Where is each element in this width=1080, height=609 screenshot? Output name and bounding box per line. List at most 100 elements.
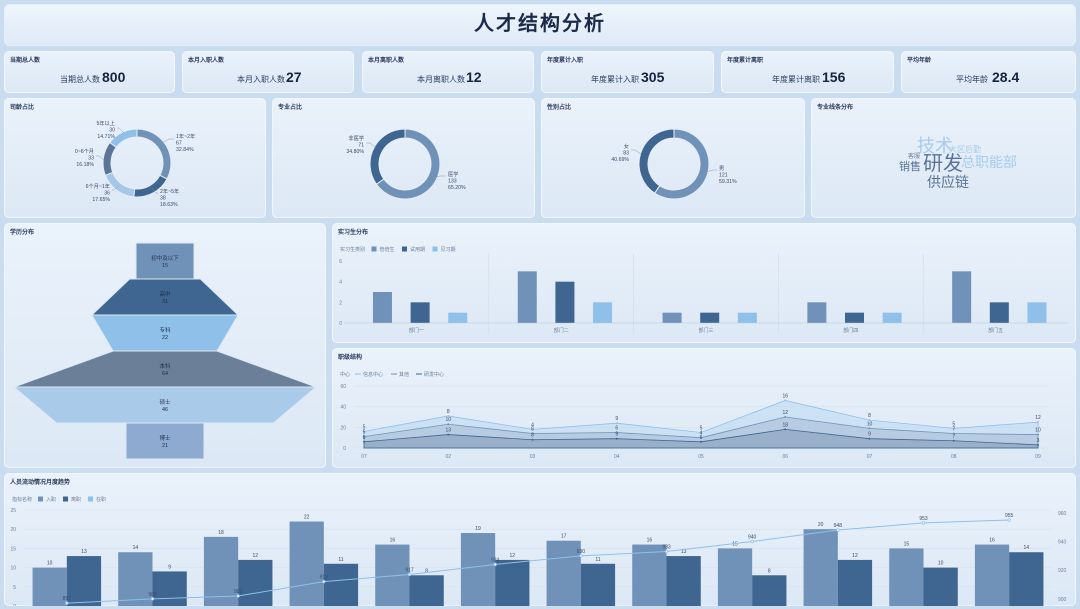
data-label: 7 (952, 434, 955, 440)
bar-value-label: 9 (168, 564, 171, 570)
funnel-stage-label: 硕士 (159, 398, 171, 406)
x-tick-label: 03 (530, 454, 536, 460)
slice-value: 133 (448, 179, 457, 185)
kpi-title: 平均年龄 (907, 58, 932, 64)
line-value-label: 955 (1005, 513, 1014, 519)
slice-label: 女 (624, 142, 629, 150)
funnel-stage-value: 15 (162, 263, 168, 269)
data-point (65, 601, 69, 605)
bar-value-label: 12 (253, 553, 259, 559)
data-point (700, 431, 702, 434)
kpi-card-month-hire: 本月入职人数 本月入职人数 27 (182, 51, 354, 93)
bar (845, 312, 865, 323)
kpi-title: 当期总人数 (10, 58, 41, 64)
data-point (1037, 433, 1039, 436)
line-value-label: 897 (63, 596, 72, 602)
line-value-label: 933 (662, 545, 671, 551)
x-tick-label: 部门二 (554, 327, 569, 334)
bar (410, 302, 430, 323)
bar-value-label: 22 (304, 515, 310, 521)
data-point (836, 528, 840, 532)
slice-label: 1年~2年 (176, 132, 195, 140)
flow-panel: 人员流动情况月度趋势 指标名称入职离职在职0510152025900920940… (4, 473, 1076, 606)
data-point (363, 440, 365, 443)
data-point (531, 438, 534, 441)
data-label: 6 (700, 435, 703, 441)
legend-title: 实习生类别 (340, 246, 365, 253)
y-tick-label: 20 (10, 527, 16, 533)
intern-panel: 实习生分布 实习生类别 管培生 试用期 见习期 0 2 4 6 部门一 部门二 部门三 部门四 部门五 (332, 223, 1076, 343)
y-tick-label: 4 (339, 280, 342, 286)
x-tick-label: 07 (867, 454, 873, 460)
line-value-label: 940 (748, 535, 757, 541)
data-label: 12 (782, 410, 788, 416)
legend-swatch (432, 246, 438, 252)
bar (752, 575, 787, 606)
y-tick-label: 10 (10, 566, 16, 572)
bar (989, 302, 1009, 323)
kpi-value: 156 (822, 69, 846, 85)
bar (1027, 302, 1047, 323)
panel-title: 司龄占比 (10, 105, 35, 111)
kpi-label: 本月离职人数 (417, 75, 465, 84)
data-point (952, 427, 955, 430)
bar-value-label: 8 (425, 568, 428, 574)
label-leader-line (366, 142, 377, 149)
x-tick-label: 07 (361, 454, 367, 460)
x-tick-label: 08 (951, 454, 957, 460)
data-point (407, 572, 412, 577)
kpi-value: 28.4 (992, 69, 1020, 85)
bar (448, 312, 468, 323)
bar-value-label: 14 (1024, 545, 1030, 551)
bar (737, 312, 757, 323)
bar (700, 312, 720, 323)
funnel-stage-label: 高中 (159, 290, 170, 298)
bar-value-label: 13 (681, 549, 687, 555)
data-label: 5 (363, 430, 366, 436)
data-point (921, 521, 926, 525)
slice-percent: 59.31% (719, 179, 737, 185)
slice-percent: 65.20% (448, 185, 466, 191)
label-leader-line (151, 187, 158, 194)
bar-value-label: 11 (338, 557, 343, 563)
page-header: 人才结构分析 (4, 4, 1076, 46)
slice-label: 0~6个月 (75, 148, 94, 155)
bar (889, 548, 924, 606)
data-point (493, 562, 497, 567)
line-value-label: 948 (834, 523, 843, 529)
label-leader-line (96, 155, 105, 161)
data-label: 8 (447, 409, 450, 415)
data-point (700, 436, 702, 439)
bar (662, 312, 682, 323)
slice-percent: 18.63% (160, 202, 178, 208)
data-point (615, 422, 618, 425)
x-tick-label: 部门四 (843, 327, 858, 334)
bar (837, 559, 873, 606)
kpi-card-year-leave: 年度累计离职 年度累计离职 156 (721, 51, 894, 93)
bar (952, 271, 972, 323)
wordcloud-word: 销售 (899, 159, 921, 173)
donut-slice (136, 128, 172, 180)
kpi-title: 年度累计入职 (547, 58, 584, 64)
bar (546, 540, 581, 606)
data-point (322, 579, 326, 584)
bar (118, 552, 153, 606)
data-label: 3 (1037, 438, 1040, 444)
bar-value-label: 16 (647, 538, 653, 544)
data-point (952, 432, 955, 435)
data-point (868, 419, 871, 422)
data-point (579, 554, 583, 558)
y-tick-label: 5 (13, 585, 16, 591)
funnel-stage (12, 386, 318, 424)
bar (238, 559, 273, 606)
label-leader-line (631, 149, 642, 155)
x-tick-label: 02 (445, 454, 451, 460)
slice-value: 33 (88, 156, 94, 162)
bar (803, 529, 838, 606)
data-point (784, 416, 787, 418)
intern-bar-chart: 实习生类别 管培生 试用期 见习期 0 2 4 6 部门一 部门二 部门三 部门四 部门五 (339, 246, 1068, 334)
data-point (447, 423, 450, 426)
legend-label: 信息中心 (363, 371, 383, 378)
